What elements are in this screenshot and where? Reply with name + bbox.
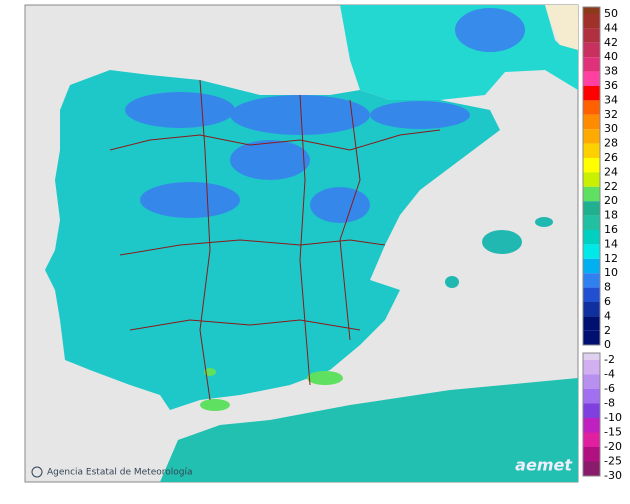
legend-label: 36 [604, 79, 618, 92]
legend-label: 6 [604, 295, 611, 308]
legend-label: -25 [604, 455, 622, 468]
legend-swatch [583, 287, 600, 302]
legend-swatch [583, 461, 600, 476]
menorca [535, 217, 553, 227]
legend-swatch [583, 352, 600, 360]
logo: aemet [515, 456, 573, 475]
legend-swatch [583, 330, 600, 346]
legend-label: 42 [604, 36, 618, 49]
legend-label: 40 [604, 50, 618, 63]
legend-swatch [583, 172, 600, 187]
legend-swatch [583, 244, 600, 259]
legend-label: -8 [604, 397, 615, 410]
legend-label: -2 [604, 353, 615, 366]
legend-label: 10 [604, 266, 618, 279]
legend-swatch [583, 71, 600, 86]
legend-label: -6 [604, 382, 615, 395]
legend-border [582, 352, 601, 477]
legend-swatch [583, 100, 600, 115]
legend-label: 12 [604, 252, 618, 265]
ibiza [445, 276, 459, 288]
legend-label: 30 [604, 122, 618, 135]
agency-name: Agencia Estatal de Meteorología [47, 468, 193, 478]
legend-label: 22 [604, 180, 618, 193]
legend-label: -15 [604, 426, 622, 439]
legend-border [582, 6, 601, 346]
legend-label: 34 [604, 93, 618, 106]
legend-swatch [583, 258, 600, 274]
legend-swatch [583, 201, 600, 216]
legend-swatch [583, 28, 600, 43]
legend-swatch [583, 230, 600, 245]
legend-swatch [583, 158, 600, 173]
legend-label: -30 [604, 469, 622, 482]
legend-swatch [583, 389, 600, 404]
legend-label: 24 [604, 165, 618, 178]
legend-label: 14 [604, 237, 618, 250]
legend-swatch [583, 186, 600, 202]
legend-label: 50 [604, 7, 618, 20]
legend-swatch [583, 273, 600, 288]
land-other [540, 5, 578, 50]
legend-swatch [583, 143, 600, 158]
legend-swatch [583, 114, 600, 130]
legend-label: -4 [604, 368, 615, 381]
legend-swatch [583, 316, 600, 331]
warm-areas [200, 368, 343, 411]
legend-label: 0 [604, 338, 611, 351]
legend-label: 20 [604, 194, 618, 207]
legend-swatch [583, 57, 600, 72]
legend-label: 44 [604, 21, 618, 34]
legend-label: 28 [604, 137, 618, 150]
legend-swatch [583, 418, 600, 433]
legend-swatch [583, 215, 600, 230]
cold-areas [125, 8, 525, 223]
legend-label: 38 [604, 65, 618, 78]
legend-swatch [583, 302, 600, 317]
legend-label: 26 [604, 151, 618, 164]
region-borders [109, 79, 441, 401]
legend-swatch [583, 14, 600, 29]
legend-label: 32 [604, 108, 618, 121]
legend-swatch [583, 432, 600, 447]
legend-swatch [583, 129, 600, 144]
legend-label: 18 [604, 209, 618, 222]
legend-label: 8 [604, 281, 611, 294]
copyright-icon [31, 466, 43, 478]
legend-swatch [583, 360, 600, 375]
legend-label: 2 [604, 324, 611, 337]
legend-swatch [583, 374, 600, 389]
legend-swatch [583, 86, 600, 101]
legend-label: 16 [604, 223, 618, 236]
legend-swatch [583, 6, 600, 14]
legend-label: 4 [604, 309, 611, 322]
legend-swatch [583, 447, 600, 462]
legend-swatch [583, 403, 600, 418]
legend-label: -10 [604, 411, 622, 424]
mallorca [482, 230, 522, 254]
legend: 5044424038363432302826242220181614121086… [582, 6, 622, 482]
africa [160, 378, 578, 482]
legend-swatch [583, 42, 600, 58]
legend-label: -20 [604, 440, 622, 453]
